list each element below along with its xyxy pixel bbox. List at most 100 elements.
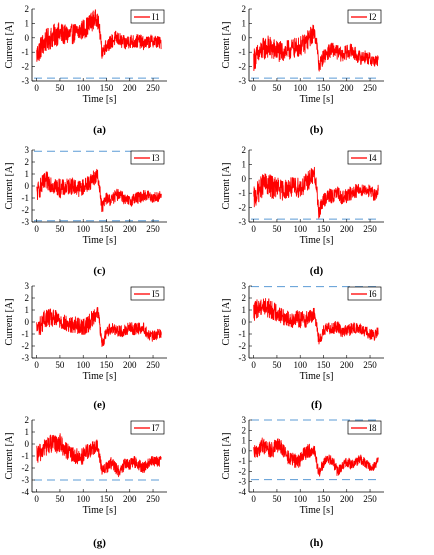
panel-caption: (g) [93,537,106,549]
chart-panel: -3 -2 -1 0 1 2 3 0 50 100 150 200 250 Time [s] Current… [4,281,167,411]
x-tick-label: 100 [76,494,90,504]
x-tick-label: 200 [123,83,137,93]
y-tick-label: 0 [242,317,247,327]
y-tick-label: -1 [239,329,247,339]
x-tick-label: 200 [123,494,137,504]
y-axis-label: Current [A] [221,433,232,480]
y-tick-label: -1 [239,188,247,198]
x-tick-label: 0 [251,360,256,370]
x-tick-label: 200 [340,494,354,504]
y-tick-label: 1 [242,18,247,28]
x-tick-label: 50 [272,224,282,234]
x-tick-label: 150 [317,224,331,234]
x-tick-label: 250 [146,360,160,370]
x-tick-label: 150 [317,494,331,504]
y-tick-label: 0 [242,33,247,43]
x-tick-label: 0 [251,83,256,93]
y-tick-label: 2 [25,293,30,303]
chart-panel: -3 -2 -1 0 1 2 0 50 100 150 200 250 Time [s] Current … [221,145,384,277]
y-tick-label: 1 [25,169,30,179]
x-tick-label: 0 [34,494,39,504]
y-tick-label: 0 [25,181,30,191]
y-tick-label: -2 [239,203,247,213]
y-tick-label: -2 [22,463,30,473]
x-tick-label: 100 [293,83,307,93]
x-tick-label: 100 [76,360,90,370]
x-tick-label: 250 [363,83,377,93]
x-tick-label: 0 [34,360,39,370]
y-tick-label: 1 [25,18,30,28]
y-tick-label: -2 [239,62,247,72]
y-tick-label: -1 [239,456,247,466]
y-axis-label: Current [A] [4,22,15,69]
chart-panel: -3 -2 -1 0 1 2 0 50 100 150 200 250 Time [s] Current … [221,4,384,136]
x-axis-label: Time [s] [300,505,334,516]
x-tick-label: 0 [251,224,256,234]
x-tick-label: 50 [272,494,282,504]
x-tick-label: 200 [340,224,354,234]
legend-label: I3 [152,153,160,163]
legend-label: I8 [369,423,377,433]
series-line [36,307,162,348]
x-tick-label: 0 [34,224,39,234]
y-tick-label: -2 [239,341,247,351]
y-tick-label: -3 [239,353,247,363]
chart-panel: -3 -2 -1 0 1 2 0 50 100 150 200 250 Time [s] Current … [4,4,167,136]
x-tick-label: 100 [293,494,307,504]
x-tick-label: 100 [293,224,307,234]
panel-caption: (h) [310,537,324,549]
x-tick-label: 50 [272,83,282,93]
y-tick-label: -1 [22,451,30,461]
y-tick-label: 0 [25,33,30,43]
y-tick-label: 2 [242,4,247,14]
y-tick-label: -3 [22,217,30,227]
legend-label: I6 [369,289,377,299]
y-tick-label: 3 [242,415,247,425]
panel-caption: (f) [311,399,322,411]
series-line [36,168,162,213]
y-tick-label: -3 [22,475,30,485]
x-tick-label: 100 [76,83,90,93]
y-tick-label: 1 [242,159,247,169]
legend-label: I5 [152,289,160,299]
y-tick-label: 3 [25,281,30,291]
x-tick-label: 50 [55,83,65,93]
x-tick-label: 250 [363,360,377,370]
x-axis-label: Time [s] [83,235,117,246]
x-axis-label: Time [s] [83,94,117,105]
y-tick-label: 1 [242,305,247,315]
y-axis-label: Current [A] [221,299,232,346]
y-tick-label: -1 [22,47,30,57]
legend-label: I1 [152,12,160,22]
y-axis-label: Current [A] [4,163,15,210]
y-tick-label: -2 [22,205,30,215]
y-axis-label: Current [A] [4,433,15,480]
x-tick-label: 50 [272,360,282,370]
x-tick-label: 50 [55,360,65,370]
x-tick-label: 100 [76,224,90,234]
legend-label: I7 [152,423,160,433]
x-tick-label: 250 [363,224,377,234]
y-tick-label: -3 [239,217,247,227]
series-line [253,24,379,72]
y-tick-label: 0 [25,439,30,449]
x-axis-label: Time [s] [300,235,334,246]
y-tick-label: 0 [242,446,247,456]
x-tick-label: 250 [146,224,160,234]
chart-panel: -4 -3 -2 -1 0 1 2 0 50 100 150 200 250 Time [s] Curren… [4,415,167,549]
x-tick-label: 50 [55,224,65,234]
y-tick-label: 2 [242,425,247,435]
y-tick-label: -4 [239,487,247,497]
x-axis-label: Time [s] [83,371,117,382]
y-tick-label: 3 [242,281,247,291]
legend-label: I2 [369,12,377,22]
y-tick-label: 1 [242,436,247,446]
y-tick-label: 2 [242,293,247,303]
y-tick-label: -1 [22,193,30,203]
panel-caption: (a) [93,124,106,136]
x-tick-label: 250 [363,494,377,504]
y-tick-label: 0 [242,174,247,184]
y-tick-label: 1 [25,305,30,315]
